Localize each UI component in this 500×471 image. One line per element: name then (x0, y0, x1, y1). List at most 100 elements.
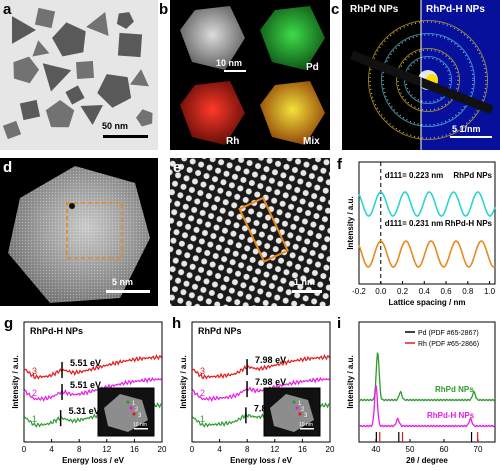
inset-point-label-1: 1 (298, 401, 302, 407)
diffraction-ring (369, 21, 487, 139)
legend-label-rh: Rh (PDF #65-2866) (418, 341, 479, 348)
scale-bar-a (103, 135, 148, 138)
scale-bar-b (224, 70, 246, 72)
nanoparticle (52, 22, 86, 57)
diffraction-ring (382, 34, 474, 126)
edx-label-mix: Mix (303, 136, 320, 147)
inset-point-label-3: 3 (304, 413, 308, 419)
panel-a-tem: a 50 nm (0, 0, 158, 150)
scale-bar-c (450, 136, 492, 138)
inset-point-2 (295, 406, 299, 410)
y-axis-label: Intensity / a.u. (346, 196, 355, 249)
panel-label-g: g (4, 316, 13, 332)
x-tick-label: 0 (190, 445, 195, 454)
x-tick-label: 0.4 (419, 287, 431, 296)
x-tick-label: 8 (77, 445, 82, 454)
panel-label-i: i (337, 316, 341, 332)
panel-label-h: h (172, 316, 181, 332)
eels-spectrum-2 (191, 376, 331, 403)
nanoparticle (130, 69, 149, 87)
panel-label-a: a (3, 1, 12, 18)
x-tick-label: 8 (245, 445, 250, 454)
x-tick-label: 12 (102, 445, 111, 454)
y-axis-label: Intensity / a.u. (11, 355, 20, 408)
inset-point-label-2: 2 (135, 407, 139, 413)
nanoparticle (12, 16, 36, 44)
nanoparticle (86, 12, 109, 36)
nanoparticle (2, 120, 22, 140)
panel-e-hrtem: e 1 nm (170, 158, 330, 306)
edx-rh-quadrant (180, 81, 245, 145)
panel-d-haadf: d 5 nm (0, 158, 158, 306)
x-tick-label: 0 (22, 445, 27, 454)
spectrum-index-2: 2 (200, 388, 205, 398)
nanoparticle (19, 99, 41, 121)
inset-scale-bar (134, 428, 148, 430)
eels-spectrum-2 (23, 376, 163, 403)
edx-haadf-quadrant (180, 6, 245, 70)
nanoparticle (45, 100, 75, 128)
peak-label-3: 7.98 eV (255, 355, 286, 365)
x-tick-label: 0.2 (397, 287, 409, 296)
nanoparticle (116, 12, 134, 29)
roi-box-d (66, 202, 123, 259)
edx-label-rh: Rh (226, 136, 240, 147)
scale-bar-a-label: 50 nm (102, 121, 129, 131)
edx-label-pd: Pd (306, 62, 319, 73)
diffraction-ring-color (381, 33, 475, 127)
plot-frame (358, 161, 496, 285)
y-axis-label: Intensity / a.u. (346, 355, 355, 408)
series-annotation-0: d111= 0.223 nm (385, 171, 444, 180)
x-tick-label: 60 (440, 445, 449, 454)
inset-point-1 (292, 400, 296, 404)
x-axis-label: Lattice spacing / nm (389, 298, 466, 307)
panel-label-b-outer: b (159, 1, 169, 18)
x-tick-label: 50 (406, 445, 415, 454)
plot-frame (358, 321, 496, 443)
inset-point-3 (132, 412, 136, 416)
x-axis-label: Energy loss / eV (230, 456, 292, 465)
x-tick-label: -0.2 (352, 287, 366, 296)
eels-spectrum-3 (191, 353, 331, 380)
scale-bar-d (106, 290, 150, 293)
inset-point-2 (129, 406, 133, 410)
inset-point-1 (126, 400, 130, 404)
legend-label-pd: Pd (PDF #65-2867) (418, 330, 479, 337)
panel-label-c: c (331, 1, 340, 18)
diffraction-ring-color (396, 48, 460, 112)
diffraction-ring-color (368, 20, 488, 140)
scale-bar-e-label: 1 nm (294, 277, 316, 287)
peak-label-1: 5.31 eV (69, 406, 100, 416)
xrd-series-label-1: RhPd-H NPs (427, 411, 475, 420)
line-series-0 (358, 191, 496, 217)
xrd-pattern-0 (358, 351, 495, 402)
spectrum-index-2: 2 (32, 388, 37, 398)
nanoparticle (76, 61, 94, 79)
x-axis-label: 2θ / degree (406, 456, 448, 465)
nanoparticle (97, 74, 132, 108)
y-axis-label: Intensity / a.u. (179, 355, 188, 408)
series-name-0: RhPd NPs (453, 171, 492, 180)
nanoparticle (117, 32, 143, 58)
tem-image-a (0, 0, 158, 150)
chart-title: RhPd NPs (198, 326, 242, 336)
x-axis-label: Energy loss / eV (62, 456, 124, 465)
chart-f-line-profile: -0.2 0.0 0.2 0.4 0.6 0.8 1.0 Lattice spacing / … (337, 156, 496, 307)
spectrum-index-3: 3 (32, 366, 37, 376)
x-tick-label: 0.0 (375, 287, 387, 296)
nanoparticle (42, 63, 72, 92)
inset-point-label-2: 2 (301, 407, 305, 413)
nanoparticle (136, 109, 153, 127)
line-profile-box-e (238, 196, 289, 263)
x-tick-label: 0.6 (440, 287, 452, 296)
xrd-pattern-1 (358, 385, 495, 428)
haadf-particle (8, 166, 150, 303)
x-tick-label: 70 (474, 445, 483, 454)
eels-spectrum-3 (23, 353, 163, 380)
peak-label-3: 5.51 eV (70, 358, 101, 368)
spectrum-index-1: 1 (200, 414, 205, 424)
chart-title: RhPd-H NPs (30, 326, 83, 336)
saed-pattern (350, 0, 500, 150)
